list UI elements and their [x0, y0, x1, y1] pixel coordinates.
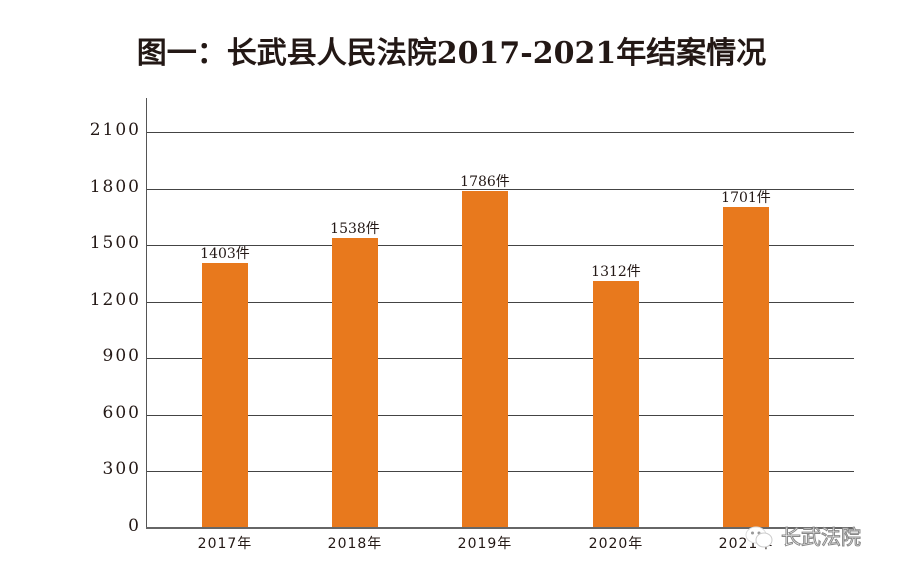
- watermark-text: 长武法院: [781, 525, 862, 550]
- y-tick-label: 2100: [89, 120, 141, 140]
- bar-2017: [202, 263, 248, 528]
- bar-2020: [593, 281, 639, 528]
- y-axis: [146, 98, 147, 529]
- wechat-icon: [745, 525, 775, 547]
- y-tick-label: 1500: [89, 233, 141, 253]
- gridline: [146, 132, 854, 133]
- bar-value-label: 1786件: [460, 174, 510, 190]
- bar-2019: [462, 191, 508, 528]
- x-axis: [146, 527, 854, 529]
- gridline: [146, 189, 854, 190]
- bar-2018: [332, 238, 378, 528]
- y-tick-label: 1800: [89, 177, 141, 197]
- bar-value-label: 1312件: [591, 264, 641, 280]
- x-tick-label: 2018年: [327, 536, 383, 552]
- y-tick-label: 1200: [89, 290, 141, 310]
- x-tick-label: 2020年: [588, 536, 644, 552]
- x-tick-label: 2017年: [197, 536, 253, 552]
- watermark: 长武法院: [745, 521, 862, 550]
- y-tick-label: 300: [102, 459, 141, 479]
- chart-title: 图一：长武县人民法院2017-2021年结案情况: [136, 36, 767, 71]
- y-tick-label: 0: [128, 516, 141, 536]
- bar-value-label: 1538件: [330, 221, 380, 237]
- x-tick-label: 2019年: [457, 536, 513, 552]
- bar-value-label: 1403件: [200, 246, 250, 262]
- y-tick-label: 900: [102, 346, 141, 366]
- bar-2021: [723, 207, 769, 528]
- bar-value-label: 1701件: [721, 190, 771, 206]
- y-tick-label: 600: [102, 403, 141, 423]
